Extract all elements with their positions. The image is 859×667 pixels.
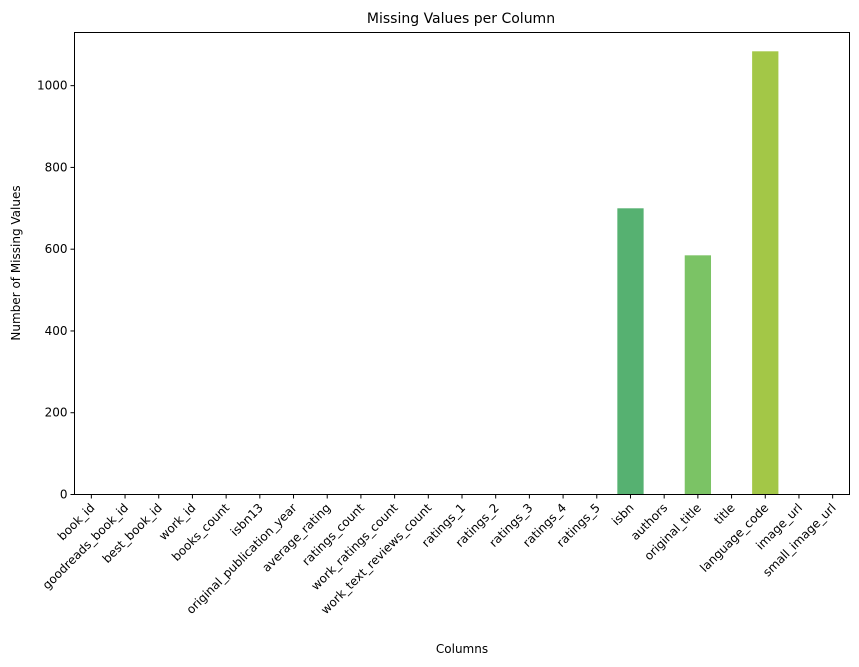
- bar-original-title: [684, 255, 712, 495]
- bar-language-code: [752, 51, 779, 495]
- y-axis-ticks: 0 200 400 600 800 1000: [37, 79, 75, 502]
- plot-frame: [74, 32, 850, 495]
- y-tick-label-600: 600: [45, 242, 68, 256]
- x-tick-label-isbn: isbn: [609, 501, 636, 528]
- y-tick-label-800: 800: [45, 160, 68, 174]
- x-axis-ticks: book_idgoodreads_book_idbest_book_idwork…: [40, 494, 839, 617]
- y-tick-label-1000: 1000: [37, 79, 68, 93]
- x-tick-label-title: title: [711, 501, 737, 527]
- bar-isbn: [617, 208, 644, 495]
- y-axis-label: Number of Missing Values: [9, 185, 23, 340]
- chart-title: Missing Values per Column: [367, 11, 555, 27]
- plot-area: [617, 51, 779, 495]
- y-tick-label-200: 200: [45, 406, 68, 420]
- y-tick-label-400: 400: [45, 324, 68, 338]
- y-tick-label-0: 0: [60, 488, 68, 502]
- x-axis-label: Columns: [436, 642, 488, 656]
